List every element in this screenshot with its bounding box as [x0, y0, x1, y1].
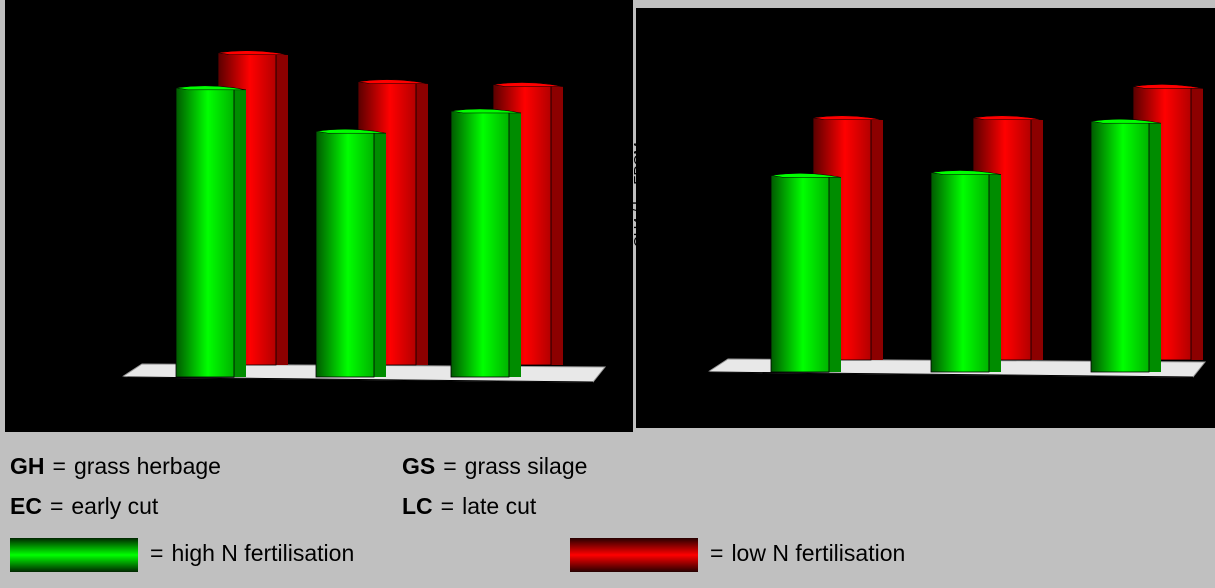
legend-entry: = high N fertilisation	[150, 540, 354, 566]
note-equals: =	[50, 493, 63, 519]
bar-side	[374, 133, 386, 377]
legend-swatch-shade	[10, 538, 138, 572]
legend-label: high N fertilisation	[171, 540, 354, 566]
bar-side	[989, 174, 1001, 372]
legend-equals: =	[150, 540, 163, 566]
bar-shading	[316, 131, 374, 377]
bar-side-shade	[1149, 123, 1161, 372]
bar-side	[509, 112, 521, 377]
note-definition: grass silage	[465, 453, 588, 479]
note-equals: =	[443, 453, 456, 479]
legend-swatch-shade	[570, 538, 698, 572]
y-tick-label: 18.0	[671, 21, 700, 38]
x-tick-label: GS-LC	[1097, 391, 1143, 408]
y-tick-label: 10.0	[85, 368, 114, 385]
y-tick-label: 6.0	[679, 363, 700, 380]
bar-side	[871, 119, 883, 360]
bar-top	[972, 115, 1044, 120]
y-tick-label: 14.0	[85, 252, 114, 269]
bar-side-shade	[416, 83, 428, 365]
note-term: LC	[402, 493, 433, 519]
bar-shading	[176, 87, 234, 377]
bar-side-shade	[234, 89, 246, 377]
y-tick-label: 22.0	[85, 21, 114, 38]
bar-side	[234, 89, 246, 377]
bar-side-shade	[871, 119, 883, 360]
bar-side-shade	[551, 86, 563, 365]
x-tick-label: GH	[789, 391, 812, 408]
legend-entry: = low N fertilisation	[710, 540, 905, 566]
bar-top	[175, 85, 247, 91]
bar-side-shade	[829, 177, 841, 372]
note: GH = grass herbage	[10, 453, 221, 479]
bar-top	[770, 173, 842, 178]
y-tick-label: 16.0	[671, 78, 700, 95]
y-tick-label: 20.0	[85, 79, 114, 96]
note-term: EC	[10, 493, 42, 519]
bar-side	[1149, 123, 1161, 372]
bar-side	[551, 86, 563, 365]
bar-top	[357, 79, 429, 84]
bar-side-shade	[989, 174, 1001, 372]
bar-side-shade	[374, 133, 386, 377]
y-tick-label: 10.0	[671, 249, 700, 266]
bar-top	[450, 108, 522, 114]
bar-top	[1132, 84, 1204, 89]
bar-shading	[771, 175, 829, 372]
y-tick-label: 12.0	[671, 192, 700, 209]
bar-top	[492, 82, 564, 87]
y-tick-label: 16.0	[85, 194, 114, 211]
y-axis-label: g CH4 / kg DM	[26, 154, 43, 252]
bar-side-shade	[276, 54, 288, 365]
note: EC = early cut	[10, 493, 159, 519]
bar-top	[812, 115, 884, 120]
note: LC = late cut	[402, 493, 537, 519]
bar-shading	[931, 172, 989, 372]
bar-top	[315, 128, 387, 134]
bar-side-shade	[509, 112, 521, 377]
y-tick-label: 14.0	[671, 135, 700, 152]
bar-side	[276, 54, 288, 365]
note: GS = grass silage	[402, 453, 587, 479]
legend-label: low N fertilisation	[731, 540, 905, 566]
x-tick-label: GS-EC	[321, 396, 369, 413]
x-tick-label: GS-EC	[936, 391, 984, 408]
x-axis	[707, 371, 1194, 378]
note-term: GS	[402, 453, 435, 479]
bar-shading	[451, 110, 509, 377]
note-equals: =	[441, 493, 454, 519]
legend-equals: =	[710, 540, 723, 566]
note-equals: =	[53, 453, 66, 479]
bar-top	[930, 170, 1002, 175]
y-tick-label: 8.0	[679, 306, 700, 323]
bar-side	[1031, 119, 1043, 360]
bar-side-shade	[1031, 119, 1043, 360]
bar-top	[217, 50, 289, 55]
y-tick-label: 12.0	[85, 310, 114, 327]
bar-side	[829, 177, 841, 372]
bar-side	[416, 83, 428, 365]
bar-top	[1090, 118, 1162, 124]
bar-side	[1191, 88, 1203, 361]
x-axis	[121, 376, 594, 383]
bar-side-shade	[1191, 88, 1203, 361]
bar-shading	[1091, 121, 1149, 372]
x-tick-label: GS-LC	[457, 396, 503, 413]
x-tick-label: GH	[194, 396, 217, 413]
note-definition: grass herbage	[74, 453, 221, 479]
note-definition: late cut	[462, 493, 537, 519]
note-term: GH	[10, 453, 45, 479]
note-definition: early cut	[71, 493, 159, 519]
y-axis-label: g CH4 / kg FPCM	[631, 142, 648, 260]
y-tick-label: 18.0	[85, 137, 114, 154]
